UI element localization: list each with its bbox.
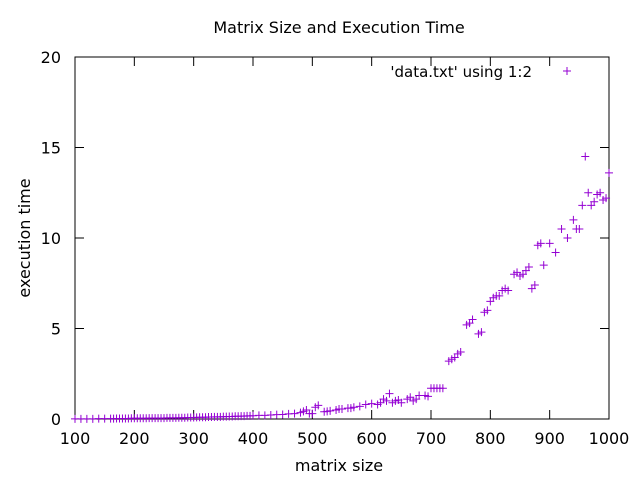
- y-tick-label: 10: [41, 229, 61, 248]
- data-point: [539, 261, 548, 270]
- y-tick-label: 15: [41, 139, 61, 158]
- data-point: [602, 194, 611, 203]
- y-tick-label: 0: [51, 410, 61, 429]
- data-point: [361, 400, 370, 409]
- y-axis-label: execution time: [15, 178, 34, 297]
- data-point: [424, 392, 433, 401]
- data-point: [575, 224, 584, 233]
- x-tick-label: 600: [356, 429, 387, 448]
- x-tick-label: 1000: [589, 429, 630, 448]
- data-point: [477, 328, 486, 337]
- data-point: [551, 248, 560, 257]
- data-points: [71, 152, 613, 423]
- legend-label: 'data.txt' using 1:2: [390, 63, 532, 81]
- data-point: [495, 291, 504, 300]
- x-tick-label: 100: [60, 429, 91, 448]
- data-point: [456, 348, 465, 357]
- data-point: [557, 224, 566, 233]
- data-point: [349, 403, 358, 412]
- tick-marks: [74, 56, 610, 420]
- data-point: [338, 405, 346, 414]
- x-tick-label: 400: [238, 429, 269, 448]
- data-point: [578, 201, 587, 210]
- data-point: [605, 168, 613, 177]
- data-point: [367, 399, 376, 408]
- data-point: [308, 409, 317, 418]
- data-point: [596, 188, 605, 197]
- data-point: [397, 398, 406, 407]
- data-point: [584, 188, 593, 197]
- data-point: [581, 152, 590, 161]
- data-point: [545, 239, 554, 248]
- data-point: [468, 315, 477, 324]
- data-point: [290, 409, 299, 418]
- data-point: [504, 286, 513, 295]
- data-point: [524, 262, 533, 271]
- data-point: [326, 406, 335, 415]
- data-point: [278, 410, 287, 419]
- data-point: [536, 239, 545, 248]
- data-point: [438, 384, 447, 393]
- chart-title: Matrix Size and Execution Time: [213, 18, 464, 37]
- data-point: [314, 401, 323, 410]
- data-point: [590, 197, 599, 206]
- x-tick-label: 500: [297, 429, 328, 448]
- data-point: [563, 234, 572, 242]
- y-tick-label: 20: [41, 48, 61, 67]
- data-point: [355, 402, 364, 411]
- y-tick-label: 5: [51, 320, 61, 339]
- x-tick-label: 700: [416, 429, 447, 448]
- plot-frame: [74, 56, 610, 420]
- data-point: [569, 215, 578, 224]
- legend: 'data.txt' using 1:2: [390, 63, 571, 81]
- y-tick-labels: 0 5 10 15 20: [41, 48, 61, 429]
- x-tick-label: 800: [475, 429, 506, 448]
- x-tick-labels: 100 200 300 400 500 600 700 800 900 1000: [60, 429, 630, 448]
- legend-plus-marker: [563, 67, 571, 75]
- x-axis-label: matrix size: [295, 456, 383, 475]
- data-point: [530, 281, 539, 290]
- data-point: [382, 396, 391, 405]
- x-tick-label: 300: [178, 429, 209, 448]
- legend-marker: [563, 67, 571, 75]
- data-point: [385, 389, 394, 398]
- x-tick-label: 200: [119, 429, 150, 448]
- data-point: [483, 306, 492, 315]
- x-tick-label: 900: [534, 429, 565, 448]
